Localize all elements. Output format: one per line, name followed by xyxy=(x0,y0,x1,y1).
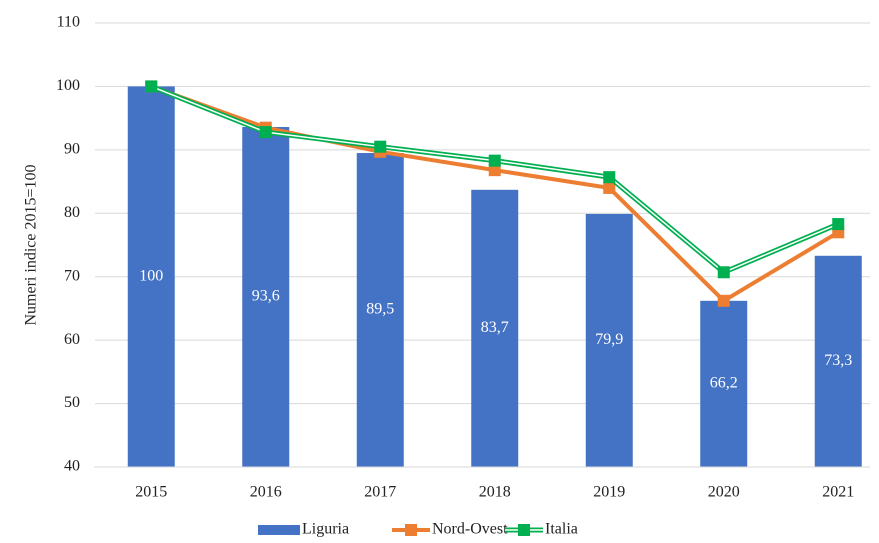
data-label: 83,7 xyxy=(481,319,509,336)
x-tick-label: 2015 xyxy=(135,484,167,501)
marker xyxy=(488,154,501,167)
x-tick-label: 2020 xyxy=(708,484,740,501)
x-tick-label: 2017 xyxy=(364,484,396,501)
bar xyxy=(814,255,862,467)
marker xyxy=(374,140,387,153)
marker xyxy=(488,164,501,177)
bar xyxy=(242,127,290,467)
legend-swatch xyxy=(258,525,300,535)
x-tick-label: 2019 xyxy=(593,484,625,501)
y-tick-label: 80 xyxy=(64,204,80,221)
y-tick-label: 50 xyxy=(64,394,80,411)
y-tick-label: 110 xyxy=(57,14,80,31)
legend-marker xyxy=(405,524,417,536)
data-label: 100 xyxy=(139,267,163,284)
x-tick-label: 2018 xyxy=(479,484,511,501)
y-tick-label: 40 xyxy=(64,458,80,475)
legend-marker xyxy=(518,524,530,536)
marker xyxy=(603,171,616,184)
bar xyxy=(356,153,404,467)
data-label: 66,2 xyxy=(710,375,738,392)
bar xyxy=(585,213,633,467)
legend-label: Nord-Ovest xyxy=(432,521,508,538)
data-label: 89,5 xyxy=(366,301,394,318)
x-tick-label: 2016 xyxy=(250,484,282,501)
y-tick-label: 60 xyxy=(64,331,80,348)
y-tick-label: 100 xyxy=(56,77,80,94)
marker xyxy=(145,80,158,93)
x-tick-label: 2021 xyxy=(822,484,854,501)
data-label: 93,6 xyxy=(252,288,280,305)
bar xyxy=(700,300,748,467)
marker xyxy=(259,126,272,139)
marker xyxy=(603,181,616,194)
marker xyxy=(717,266,730,279)
legend-label: Liguria xyxy=(302,521,349,538)
marker xyxy=(832,218,845,231)
bar xyxy=(127,86,175,467)
marker xyxy=(717,294,730,307)
bar xyxy=(471,189,519,467)
legend-label: Italia xyxy=(545,521,578,538)
data-label: 79,9 xyxy=(595,331,623,348)
y-axis-label: Numeri indice 2015=100 xyxy=(23,165,40,326)
data-label: 73,3 xyxy=(824,352,852,369)
y-tick-label: 90 xyxy=(64,141,80,158)
y-tick-label: 70 xyxy=(64,267,80,284)
